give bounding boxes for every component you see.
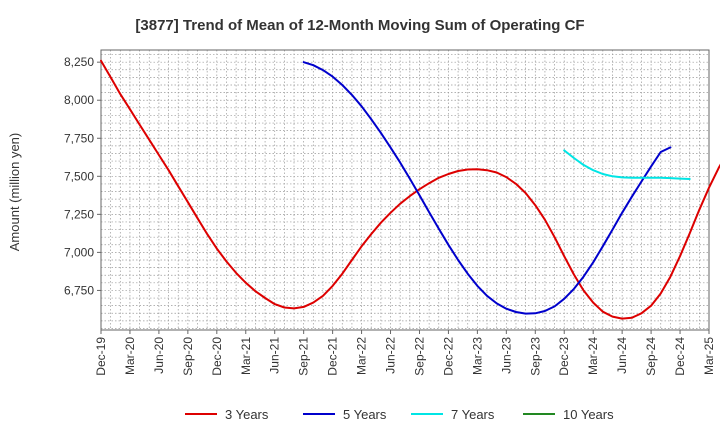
y-tick-label: 7,250	[64, 207, 94, 221]
x-tick-label: Dec-19	[94, 337, 108, 376]
x-tick-label: Jun-20	[152, 337, 166, 374]
series-layer	[100, 59, 720, 320]
y-tick-label: 8,000	[64, 93, 94, 107]
x-tick-label: Jun-24	[615, 337, 629, 374]
x-tick-label: Mar-25	[702, 337, 716, 375]
y-axis-ticks: 6,750 7,000 7,250 7,500 7,750 8,000 8,250	[64, 55, 101, 297]
x-tick-label: Sep-24	[644, 337, 658, 376]
x-tick-label: Dec-23	[557, 337, 571, 376]
x-tick-label: Mar-20	[123, 337, 137, 375]
x-tick-label: Dec-21	[326, 337, 340, 376]
x-tick-label: Sep-21	[297, 337, 311, 376]
x-axis-ticks: Dec-19 Mar-20 Jun-20 Sep-20 Dec-20 Mar-21 Jun-…	[94, 330, 716, 376]
legend-label-5-years: 5 Years	[343, 407, 387, 422]
legend: 3 Years 5 Years 7 Years 10 Years	[185, 407, 614, 422]
x-tick-label: Jun-21	[268, 337, 282, 374]
x-tick-label: Mar-22	[355, 337, 369, 375]
y-tick-label: 7,000	[64, 245, 94, 259]
y-tick-label: 6,750	[64, 283, 94, 297]
series-line-3-years	[100, 59, 720, 320]
y-tick-label: 7,750	[64, 131, 94, 145]
y-tick-label: 8,250	[64, 55, 94, 69]
x-tick-label: Jun-22	[384, 337, 398, 374]
legend-label-3-years: 3 Years	[225, 407, 269, 422]
series-line-5-years	[302, 61, 672, 315]
legend-label-10-years: 10 Years	[563, 407, 614, 422]
grid-layer	[101, 50, 709, 330]
legend-label-7-years: 7 Years	[451, 407, 495, 422]
x-tick-label: Mar-23	[470, 337, 484, 375]
plot-frame	[100, 49, 710, 331]
x-tick-label: Dec-20	[210, 337, 224, 376]
x-tick-label: Sep-22	[412, 337, 426, 376]
x-tick-label: Mar-24	[586, 337, 600, 375]
series-line-7-years	[563, 149, 691, 180]
y-tick-label: 7,500	[64, 169, 94, 183]
x-tick-label: Mar-21	[239, 337, 253, 375]
x-tick-label: Sep-20	[181, 337, 195, 376]
x-tick-label: Dec-24	[673, 337, 687, 376]
y-axis-label: Amount (million yen)	[7, 133, 22, 252]
x-tick-label: Dec-22	[441, 337, 455, 376]
x-tick-label: Sep-23	[528, 337, 542, 376]
chart-title: [3877] Trend of Mean of 12-Month Moving …	[135, 17, 584, 34]
x-tick-label: Jun-23	[499, 337, 513, 374]
